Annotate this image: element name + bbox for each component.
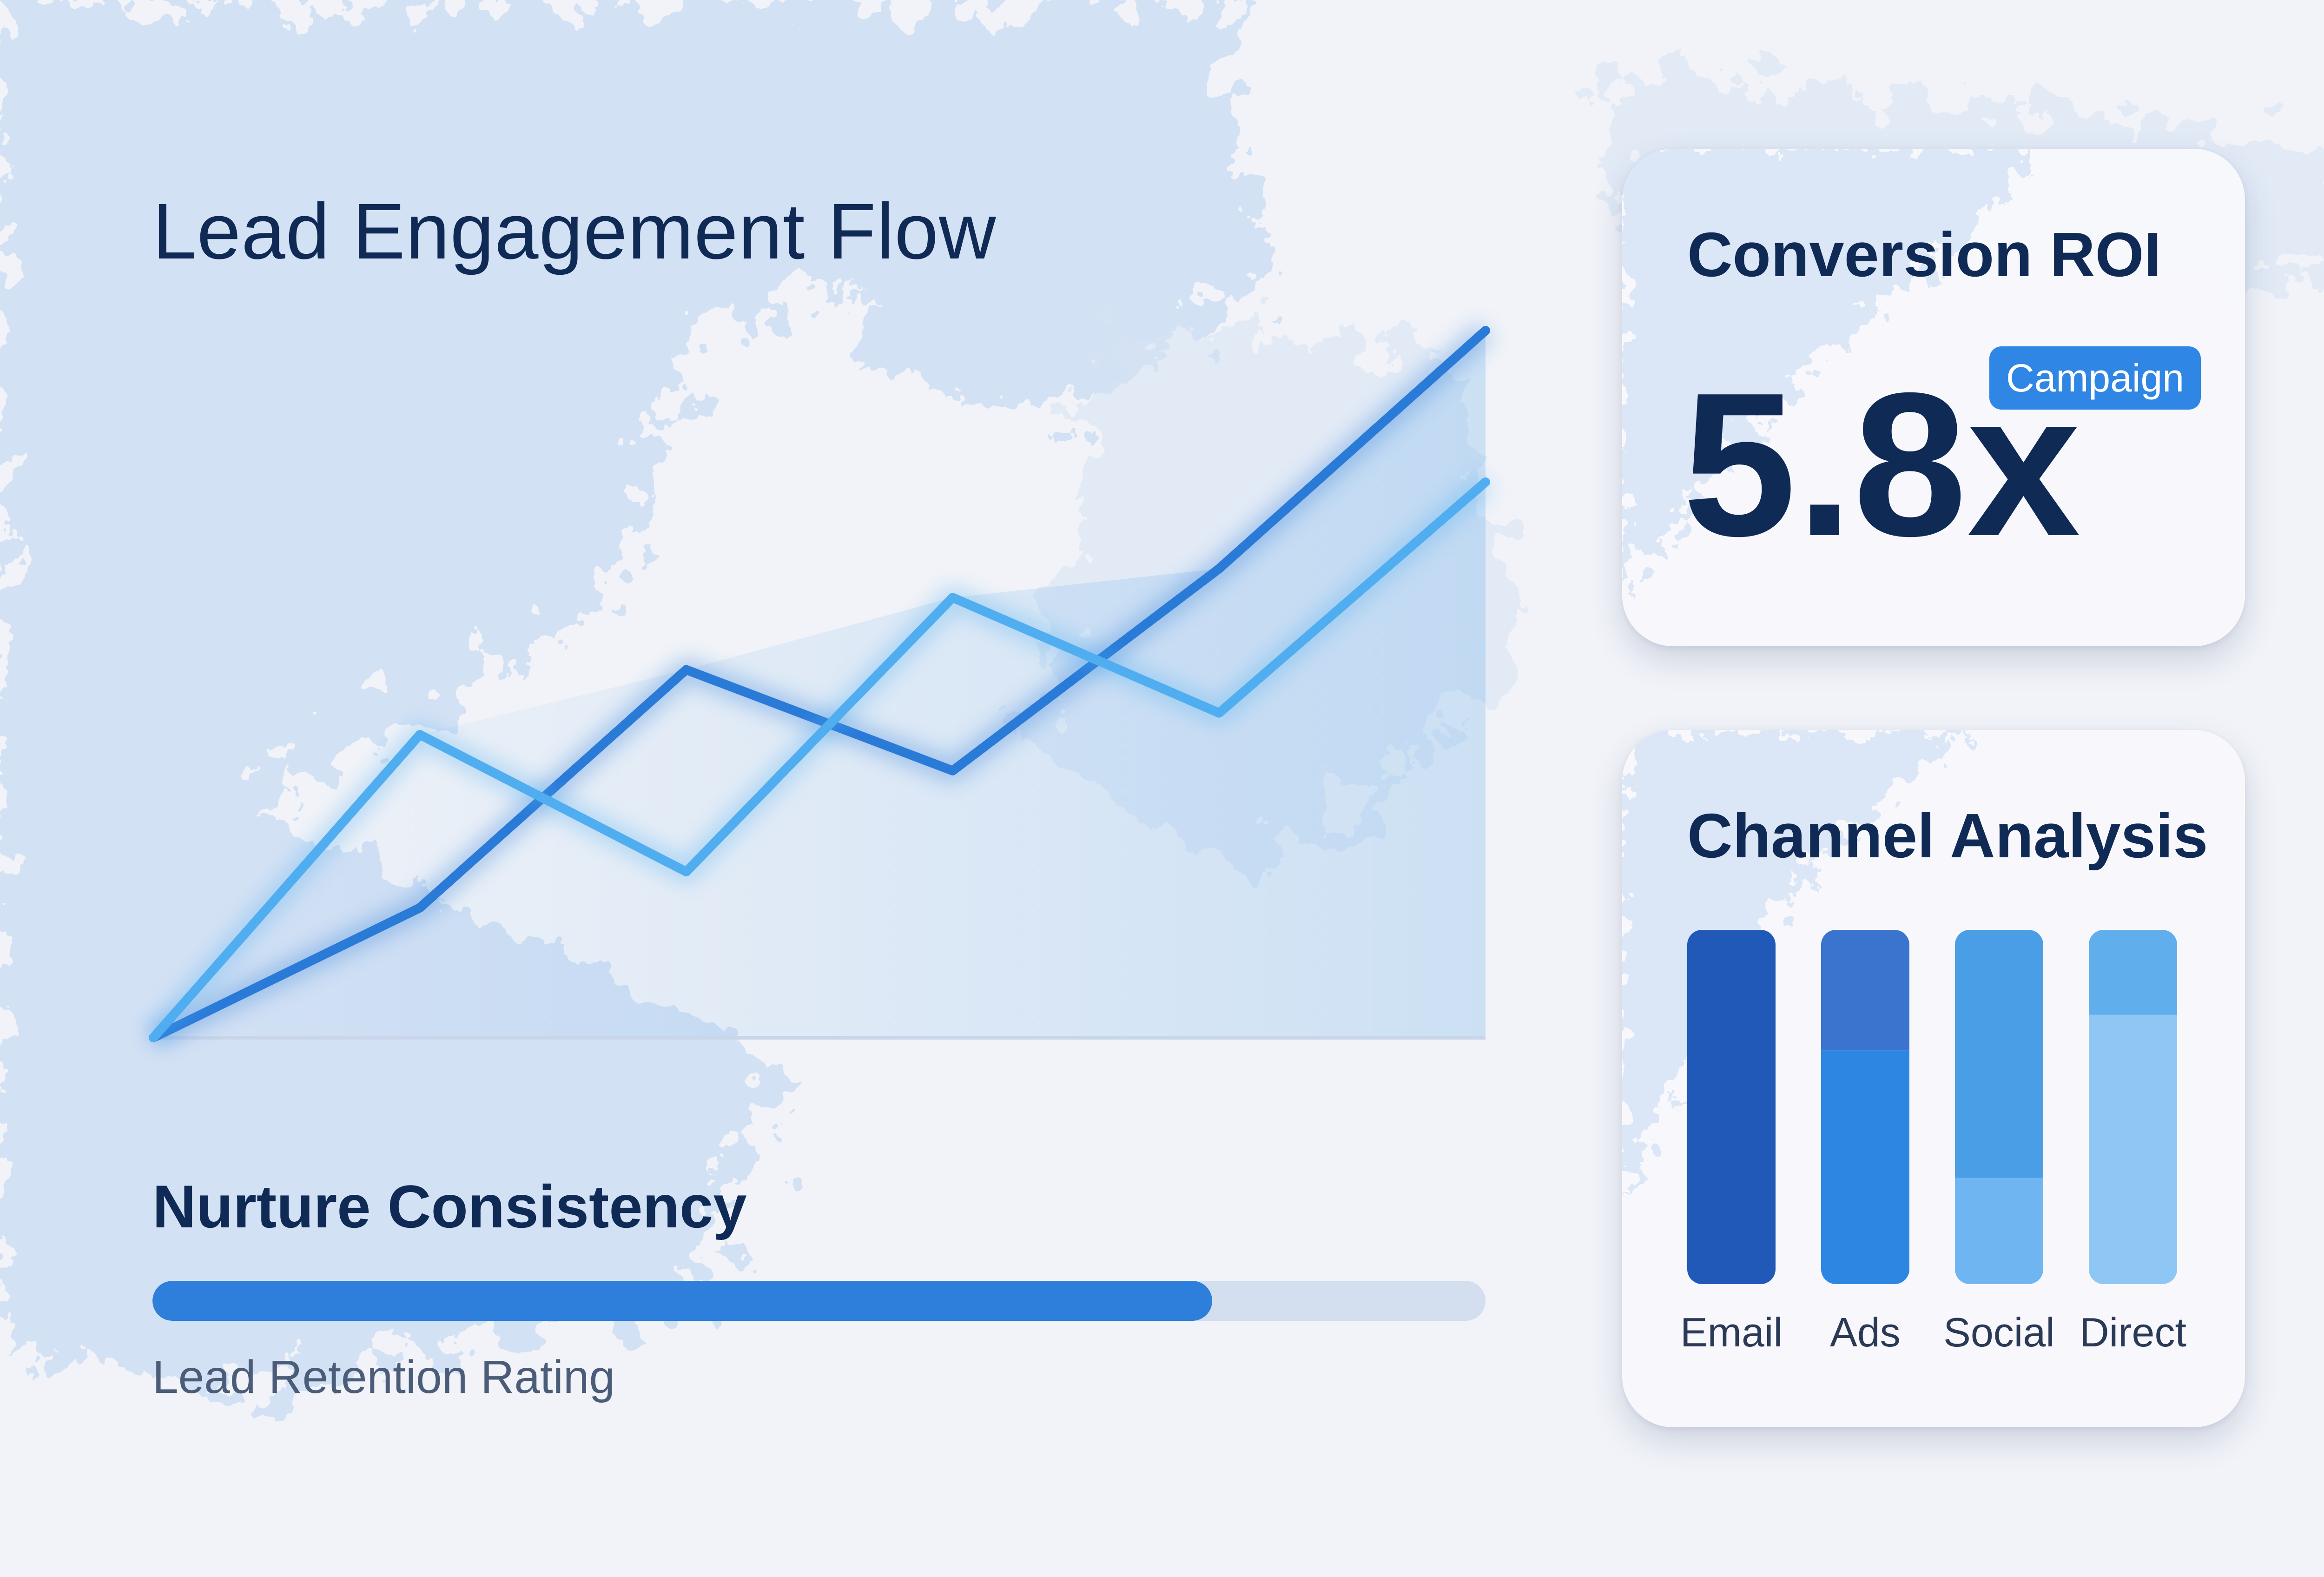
card-texture [1622, 149, 2040, 590]
series-2-line [149, 477, 1490, 1042]
bar-label-direct: Direct [2080, 1309, 2186, 1355]
channel-analysis-card: Channel Analysis Email Ads Social Direct [1622, 730, 2245, 1427]
bar-direct-upper [2089, 930, 2177, 1015]
bar-direct-lower [2089, 1014, 2177, 1284]
bar-email-lower [1687, 930, 1776, 1284]
bar-social [1955, 930, 2043, 1284]
bar-label-ads: Ads [1830, 1309, 1901, 1355]
bar-social-lower [1955, 1178, 2043, 1284]
bar-ads [1821, 930, 1909, 1284]
roi-card-title: Conversion ROI [1687, 219, 2162, 290]
campaign-badge[interactable]: Campaign [1989, 346, 2201, 410]
conversion-roi-card: Conversion ROI 5.8x Campaign [1622, 149, 2245, 646]
bar-ads-upper [1821, 930, 1909, 1051]
card-texture [1622, 730, 1971, 1195]
bar-ads-lower [1821, 1050, 1909, 1284]
nurture-progress-fill [152, 1281, 1213, 1321]
channel-bar-chart [1687, 930, 2177, 1284]
nurture-title: Nurture Consistency [152, 1173, 747, 1240]
bar-email [1687, 930, 1776, 1284]
bar-direct [2089, 930, 2177, 1284]
bar-social-upper [1955, 930, 2043, 1178]
channel-card-title: Channel Analysis [1687, 801, 2208, 871]
chart-title: Lead Engagement Flow [152, 187, 997, 276]
nurture-caption: Lead Retention Rating [152, 1351, 615, 1403]
nurture-progress-bar [152, 1281, 1486, 1321]
bar-label-email: Email [1680, 1309, 1783, 1355]
bar-label-social: Social [1943, 1309, 2055, 1355]
